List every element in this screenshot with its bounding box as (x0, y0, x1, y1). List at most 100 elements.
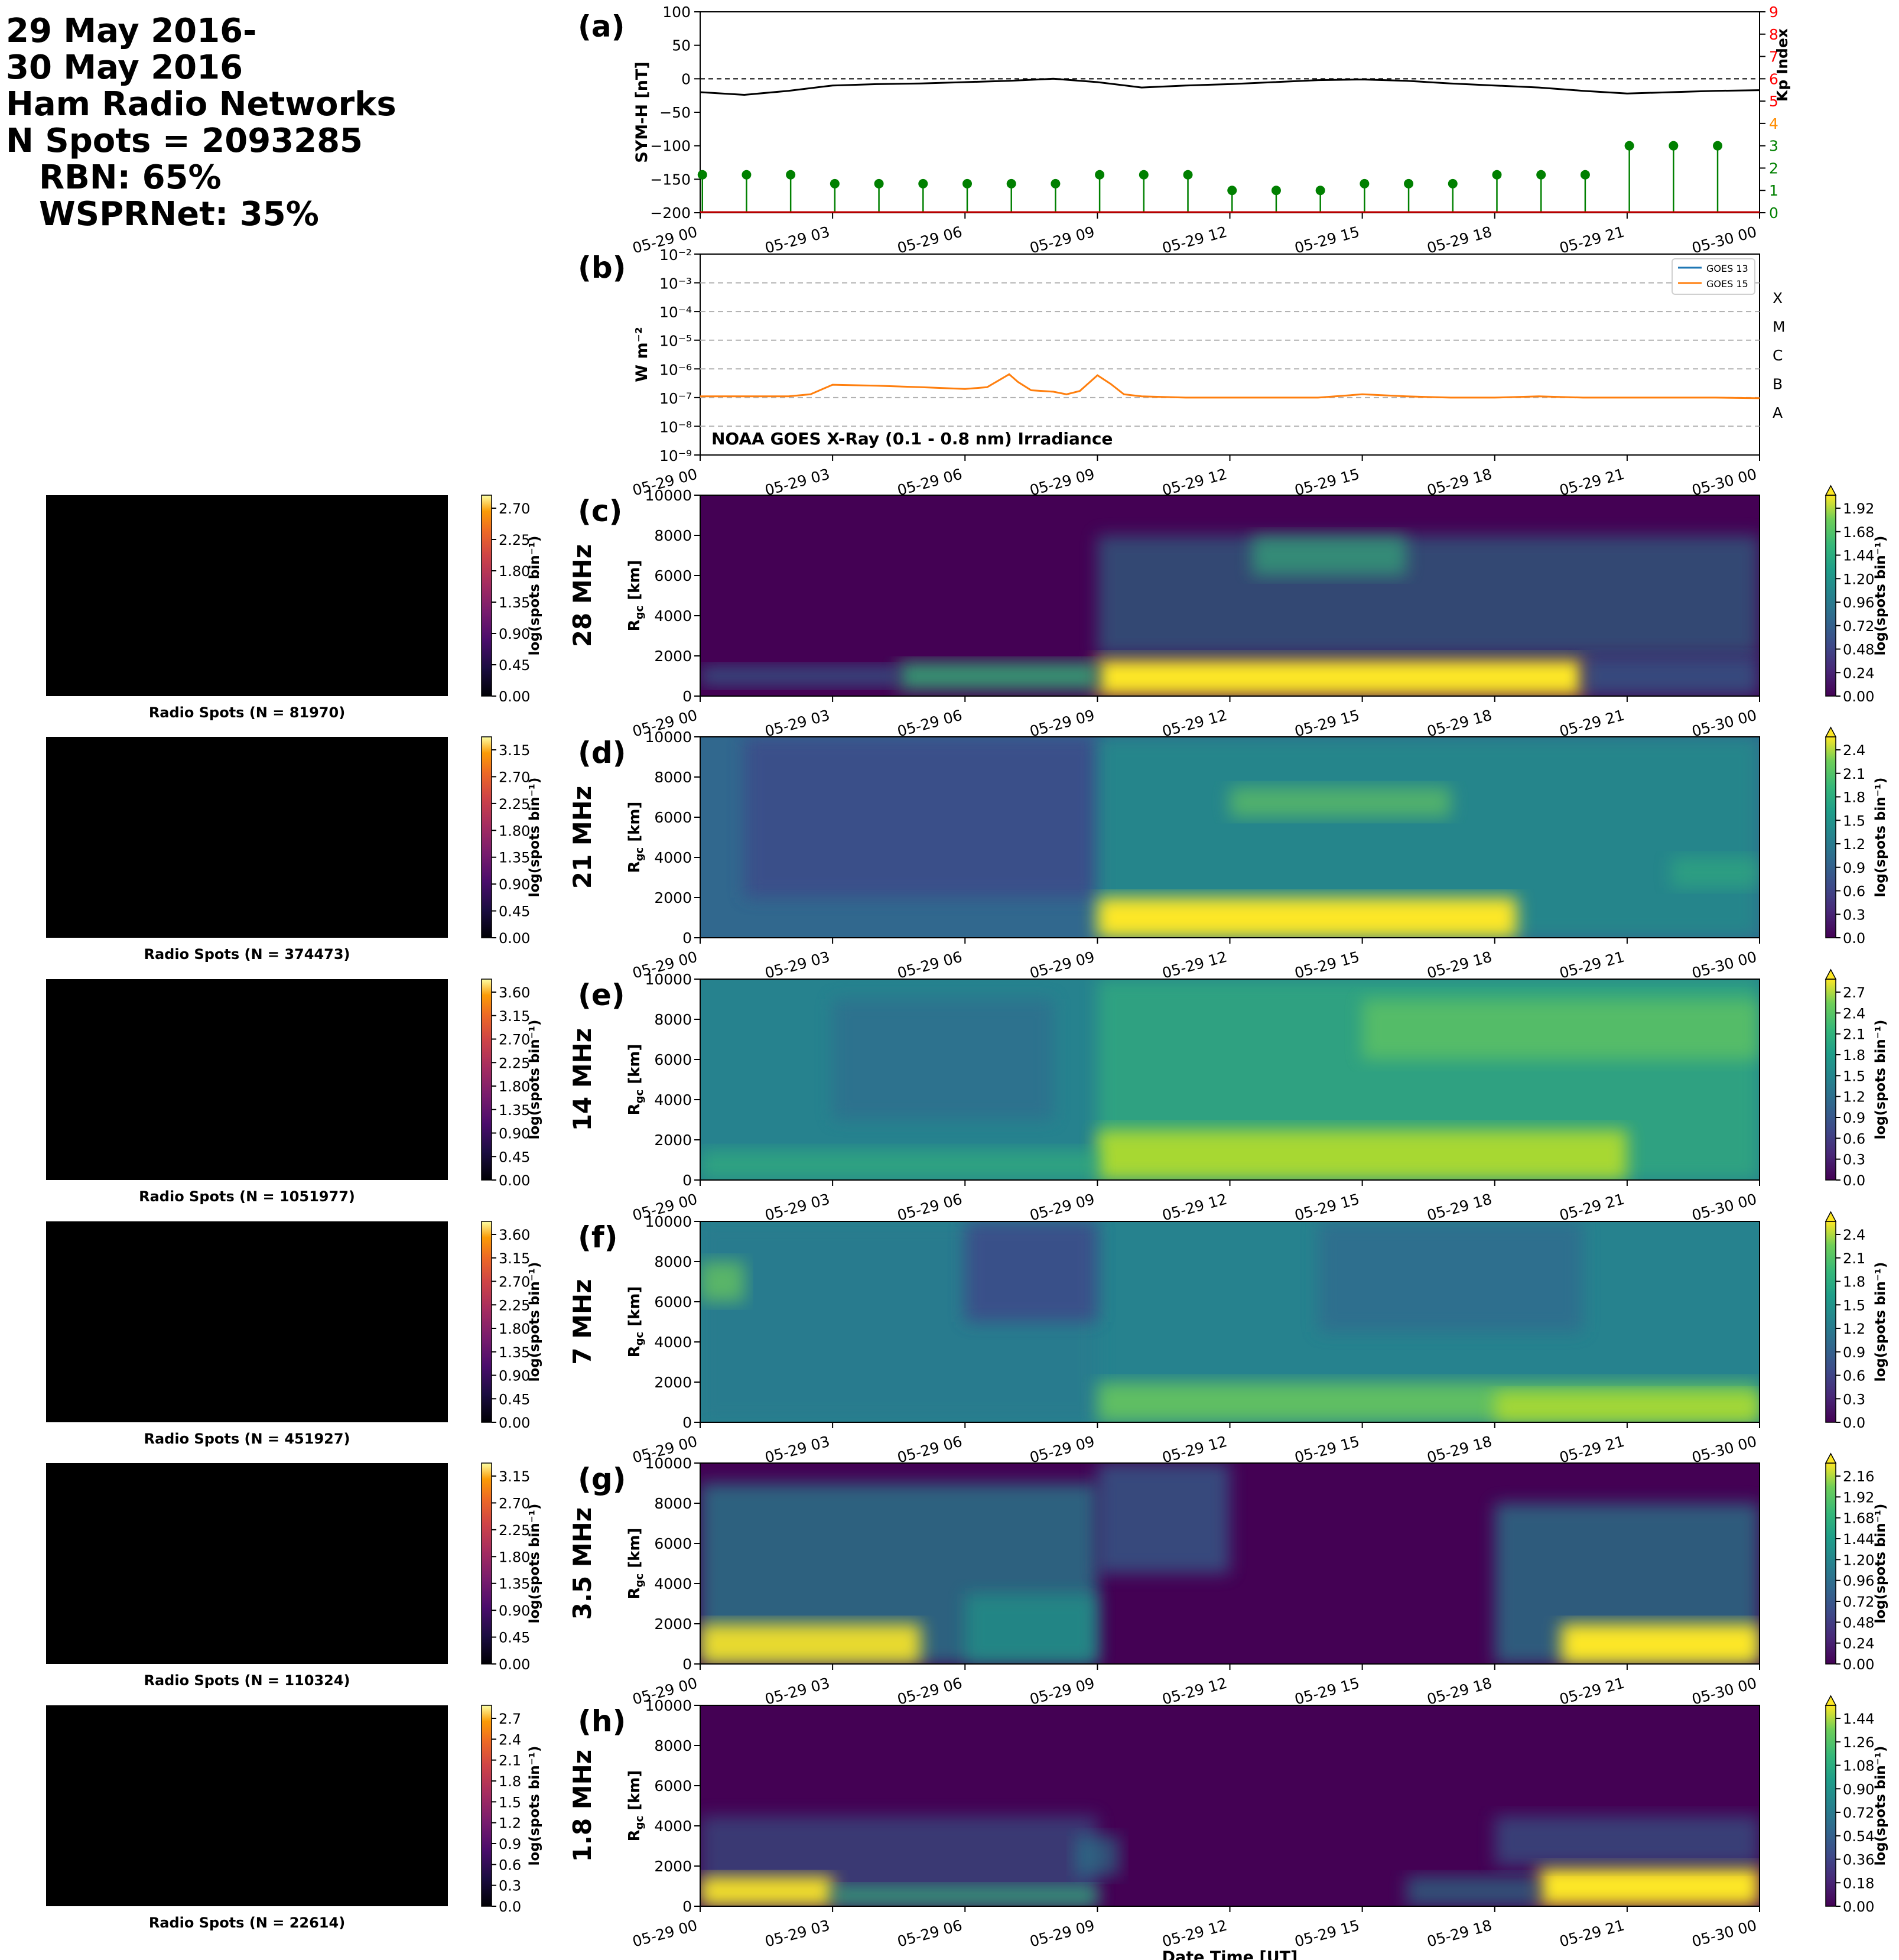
map-colorbar-tick-label: 3.15 (499, 1468, 530, 1485)
colorbar-tick-label: 1.08 (1843, 1758, 1874, 1774)
band-label: 1.8 MHz (568, 1750, 597, 1862)
colorbar-tick-label: 0.24 (1843, 1636, 1874, 1652)
kp-point (1271, 186, 1281, 196)
panel-b-ytick-label: 10⁻⁶ (659, 361, 692, 378)
colorbar-tick-label: 2.16 (1843, 1468, 1874, 1485)
panel-b-ytick-label: 10⁻⁴ (659, 304, 692, 321)
map-colorbar-tick-label: 2.25 (499, 1522, 530, 1539)
map-colorbar-tick-label: 0.45 (499, 657, 530, 674)
panel-a-ytick-label: 50 (672, 37, 691, 54)
world-map-f: Radio Spots (N = 451927) 0.00 0.45 0.90 1.35… (46, 1221, 542, 1447)
map-colorbar-tick-label: 1.35 (499, 594, 530, 611)
panel-a-xtick-label: 05-29 09 (1028, 223, 1097, 257)
map-colorbar-label: log(spots bin⁻¹) (527, 1262, 542, 1382)
colorbar-extend-arrow (1825, 1695, 1837, 1706)
map-colorbar-tick-label: 2.25 (499, 532, 530, 548)
panel-label: (d) (578, 736, 626, 770)
world-map-g: Radio Spots (N = 110324) 0.00 0.45 0.90 1.35… (46, 1462, 542, 1689)
panel-a-xtick-label: 05-29 15 (1293, 223, 1361, 257)
heatmap-g-xtick-label: 05-29 15 (1293, 1675, 1361, 1708)
map-colorbar-tick-label: 2.70 (499, 769, 530, 785)
map-colorbar (481, 736, 492, 938)
kp-point (962, 178, 972, 188)
heatmap-f-xtick-label: 05-29 12 (1160, 1433, 1229, 1467)
colorbar-label: log(spots bin⁻¹) (1873, 1020, 1888, 1140)
colorbar-tick-label: 1.5 (1843, 812, 1865, 829)
heatmap-h-xtick-label: 05-29 15 (1293, 1917, 1361, 1951)
heatmap-ytick-label: 4000 (654, 1575, 692, 1592)
panel-b-ytick-label: 10⁻⁷ (659, 390, 692, 407)
map-background (46, 979, 448, 1180)
world-map-d: Radio Spots (N = 374473) 0.00 0.45 0.90 1.35… (46, 736, 542, 963)
heatmap-e-xtick-label: 05-29 06 (895, 1191, 964, 1224)
panel-a-ytick2-label: 9 (1769, 4, 1778, 21)
ylabel-unit: [km] (626, 560, 643, 606)
world-map-h: Radio Spots (N = 22614) 0.0 0.3 0.6 0.9 1.2 1.… (46, 1705, 542, 1931)
panel-a-xtick-label: 05-29 03 (763, 223, 831, 257)
heatmap-c-xtick-label: 05-30 00 (1690, 707, 1758, 740)
ylabel-main: R (626, 1587, 643, 1599)
heatmap-d-xtick-label: 05-29 06 (895, 948, 964, 982)
intensity-region (700, 1150, 1098, 1180)
map-colorbar-tick-label: 2.4 (499, 1731, 521, 1748)
heatmap-ylabel: Rgc [km] (626, 802, 646, 873)
kp-point (1315, 186, 1325, 196)
map-colorbar-tick-label: 2.70 (499, 1495, 530, 1512)
map-colorbar (481, 979, 492, 1181)
flare-class-B: B (1773, 376, 1783, 393)
heatmap-colorbar (1825, 495, 1836, 697)
map-colorbar-tick-label: 3.15 (499, 1250, 530, 1267)
ylabel-main: R (626, 861, 643, 873)
panel-label: (e) (578, 978, 625, 1012)
heatmap-colorbar (1825, 1705, 1836, 1907)
map-colorbar-tick-label: 0.00 (499, 1656, 530, 1673)
colorbar-tick-label: 2.4 (1843, 742, 1865, 759)
heatmap-g-xtick-label: 05-30 00 (1690, 1675, 1758, 1708)
map-colorbar-tick-label: 0.9 (499, 1836, 521, 1852)
colorbar-tick-label: 0.9 (1843, 860, 1865, 876)
panel-label: (g) (578, 1462, 626, 1496)
heatmap-ytick-label: 2000 (654, 1616, 692, 1633)
colorbar-tick-label: 0.72 (1843, 1805, 1874, 1821)
panel-label: (f) (578, 1220, 617, 1254)
heatmap-ylabel: Rgc [km] (626, 1044, 646, 1116)
map-colorbar-tick-label: 3.60 (499, 1227, 530, 1243)
panel-b-ytick-label: 10⁻² (659, 246, 692, 264)
colorbar-tick-label: 2.4 (1843, 1005, 1865, 1022)
map-background (46, 1705, 448, 1906)
map-colorbar (481, 1221, 492, 1423)
map-colorbar-label: log(spots bin⁻¹) (527, 778, 542, 898)
map-colorbar-tick-label: 1.80 (499, 1549, 530, 1565)
heatmap-g-xtick-label: 05-29 21 (1557, 1675, 1626, 1708)
colorbar-extend-arrow (1825, 1452, 1837, 1464)
header-total-spots: N Spots = 2093285 (6, 122, 363, 160)
panel-a-ytick-label: −100 (650, 138, 691, 155)
panel-b-ytick-label: 10⁻⁸ (659, 418, 692, 435)
map-colorbar-tick-label: 0.6 (499, 1857, 521, 1873)
map-colorbar (481, 1705, 492, 1907)
world-map-c: Radio Spots (N = 81970) 0.00 0.45 0.90 1.35 1… (46, 495, 542, 721)
heatmap-c-xtick-label: 05-29 03 (763, 707, 831, 740)
band-label: 7 MHz (568, 1279, 597, 1364)
band-panel-e: 0 2000 4000 6000 8000 10000 Rgc [km] 14 MHz (e) 0… (46, 968, 1888, 1224)
colorbar-tick-label: 2.4 (1843, 1227, 1865, 1243)
heatmap-ytick-label: 10000 (645, 1213, 692, 1230)
heatmap-ytick-label: 2000 (654, 648, 692, 665)
colorbar-tick-label: 0.96 (1843, 1573, 1874, 1590)
intensity-region (1560, 1624, 1760, 1664)
colorbar-tick-label: 0.18 (1843, 1875, 1874, 1891)
panel-label: (c) (578, 494, 622, 528)
map-title: Radio Spots (N = 110324) (144, 1672, 350, 1689)
kp-point (1095, 170, 1105, 180)
map-colorbar-tick-label: 0.90 (499, 1368, 530, 1384)
colorbar-extend-arrow (1825, 485, 1837, 496)
colorbar-label: log(spots bin⁻¹) (1873, 1262, 1888, 1382)
heatmap-h-xtick-label: 05-30 00 (1690, 1917, 1758, 1951)
heatmap-ytick-label: 6000 (654, 567, 692, 584)
intensity-region (833, 1886, 1098, 1906)
panel-a-ytick2-label: 0 (1769, 204, 1778, 222)
ylabel-unit: [km] (626, 1770, 643, 1816)
colorbar-tick-label: 1.68 (1843, 524, 1874, 541)
kp-point (874, 178, 884, 188)
heatmap-ytick-label: 8000 (654, 1737, 692, 1754)
